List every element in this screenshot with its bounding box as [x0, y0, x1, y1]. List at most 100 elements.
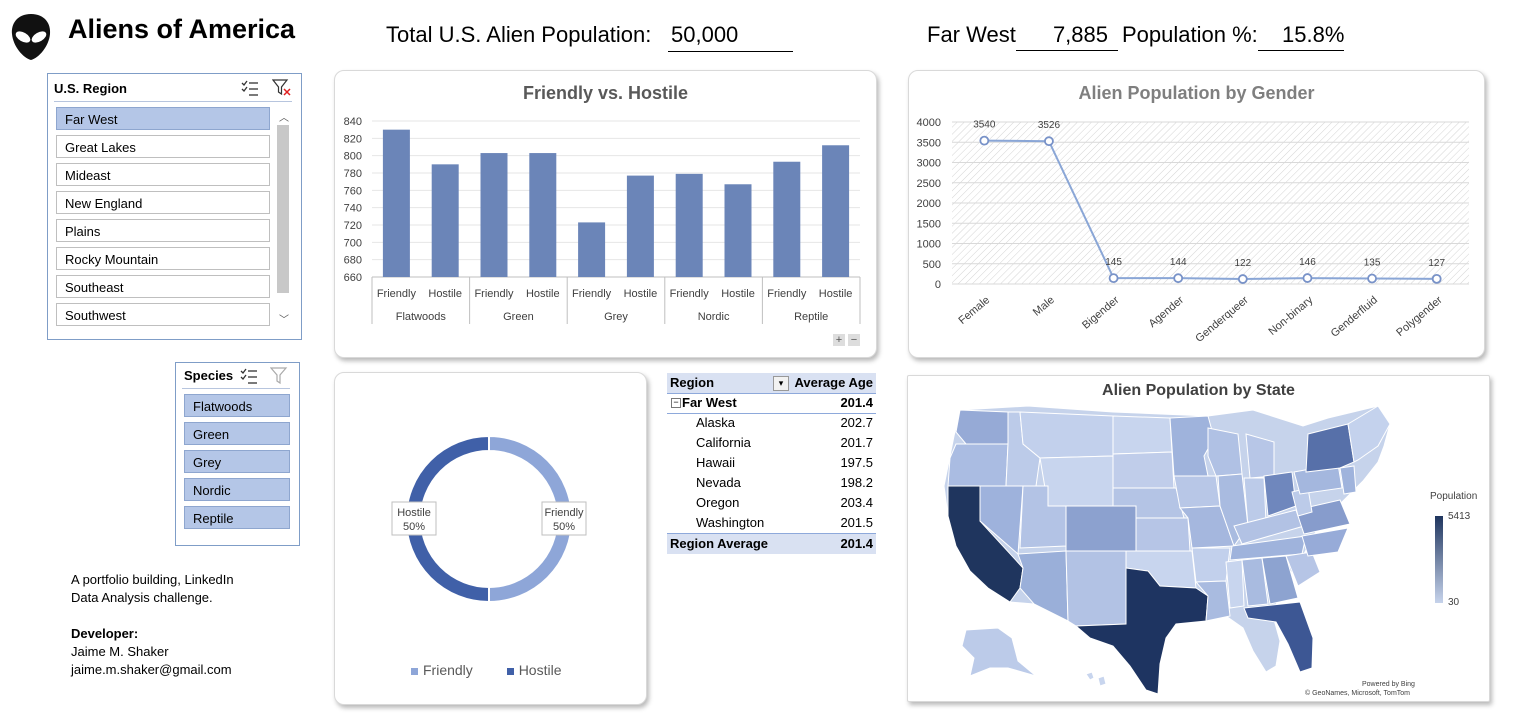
gender-chart: 0 500 1000 1500 2000 2500 3000 3500 4000 3540 Fema…: [917, 117, 1469, 345]
collapse-button[interactable]: −: [848, 334, 860, 346]
state-mississippi: [1225, 559, 1245, 609]
page-title: Aliens of America: [68, 14, 296, 44]
gender-panel[interactable]: Alien Population by Gender 0 500 1000 1500 2…: [908, 70, 1485, 358]
state-name: Alaska: [696, 415, 736, 430]
data-label-name: Hostile: [397, 507, 431, 519]
y-tick-label: 500: [923, 259, 941, 271]
data-point-genderfluid: [1367, 273, 1377, 284]
bar-grey-friendly: [578, 222, 606, 277]
data-label-name: Friendly: [544, 507, 584, 519]
friendly-hostile-title: Friendly vs. Hostile: [522, 83, 689, 103]
state-average-age: 203.4: [840, 495, 873, 510]
state-oregon: [947, 443, 1009, 487]
state-map-panel[interactable]: Alien Population by State: [907, 375, 1490, 702]
legend-hostile-swatch: [506, 667, 514, 675]
data-label: 3526: [1038, 120, 1061, 131]
y-tick-label: 800: [344, 151, 362, 163]
expand-button[interactable]: +: [833, 334, 845, 346]
bar-nordic-hostile: [724, 184, 752, 277]
state-arkansas: [1191, 547, 1231, 583]
table-row[interactable]: Hawaii 197.5: [667, 453, 876, 473]
x-group-label: Reptile: [794, 311, 828, 323]
data-label: 122: [1234, 258, 1251, 269]
clear-filter-icon[interactable]: [271, 79, 292, 97]
table-row[interactable]: California 201.7: [667, 433, 876, 453]
x-category-label: Hostile: [721, 288, 755, 300]
total-population-label: Total U.S. Alien Population:: [386, 22, 652, 47]
data-point-polygender: [1431, 273, 1442, 284]
table-row[interactable]: Washington 201.5: [667, 513, 876, 533]
y-tick-label: 760: [344, 185, 362, 197]
gender-chart-title: Alien Population by Gender: [1078, 83, 1315, 103]
state-new-england: [1347, 405, 1391, 463]
x-category-label: Friendly: [377, 288, 417, 300]
table-row[interactable]: Oregon 203.4: [667, 493, 876, 513]
region-slicer-title: U.S. Region: [54, 81, 127, 96]
region-item-rocky-mountain[interactable]: Rocky Mountain: [56, 247, 270, 270]
data-label-box: [541, 501, 587, 536]
region-item-far-west[interactable]: Far West: [56, 107, 270, 130]
state-missouri: [1178, 505, 1235, 549]
species-item-reptile[interactable]: Reptile: [184, 506, 290, 529]
data-label-percent: 50%: [403, 521, 425, 533]
slicer-scrollbar[interactable]: ︿ ﹀: [276, 107, 290, 329]
population-pct-value: 15.8%: [1258, 22, 1344, 51]
friendly-hostile-donut-panel[interactable]: Friendly 50% Hostile 50% Friendly Hostile: [334, 372, 647, 705]
region-item-great-lakes[interactable]: Great Lakes: [56, 135, 270, 158]
species-item-flatwoods[interactable]: Flatwoods: [184, 394, 290, 417]
table-row[interactable]: Alaska 202.7: [667, 413, 876, 433]
developer-name: Jaime M. Shaker: [71, 644, 169, 659]
region-item-southwest[interactable]: Southwest: [56, 303, 270, 326]
map-legend-max: 5413: [1448, 511, 1471, 522]
species-item-green[interactable]: Green: [184, 422, 290, 445]
table-header: Region ▾ Average Age: [667, 373, 876, 394]
multi-select-icon[interactable]: [240, 367, 258, 385]
scroll-down-icon[interactable]: ﹀: [279, 315, 289, 326]
donut-data-label-hostile: Hostile 50%: [391, 501, 437, 536]
bar-reptile-friendly: [773, 161, 801, 277]
developer-email[interactable]: jaime.m.shaker@gmail.com: [71, 662, 232, 677]
state-south-carolina: [1285, 551, 1321, 587]
state-name: Nevada: [696, 475, 741, 490]
table-row[interactable]: Nevada 198.2: [667, 473, 876, 493]
state-louisiana: [1194, 580, 1231, 622]
y-tick-label: 680: [344, 255, 362, 267]
x-category-label: Hostile: [526, 288, 560, 300]
state-average-age: 198.2: [840, 475, 873, 490]
data-point-male: [1044, 136, 1054, 147]
group-label: Far West: [682, 395, 737, 410]
species-item-grey[interactable]: Grey: [184, 450, 290, 473]
map-attribution-bing: Powered by Bing: [1362, 681, 1415, 688]
friendly-hostile-donut: Friendly 50% Hostile 50%: [391, 434, 587, 604]
total-row: Region Average 201.4: [667, 533, 876, 554]
group-row[interactable]: − Far West 201.4: [667, 393, 876, 414]
filter-dropdown-icon[interactable]: ▾: [773, 376, 789, 391]
map-legend-title: Population: [1430, 491, 1478, 502]
y-tick-label: 3000: [917, 158, 941, 170]
data-point-female: [979, 135, 990, 146]
species-item-nordic[interactable]: Nordic: [184, 478, 290, 501]
data-label: 3540: [973, 120, 996, 131]
region-item-plains[interactable]: Plains: [56, 219, 270, 242]
region-item-new-england[interactable]: New England: [56, 191, 270, 214]
x-category-label: Friendly: [767, 288, 807, 300]
data-point-agender: [1173, 273, 1184, 284]
multi-select-icon[interactable]: [241, 79, 259, 97]
state-north-carolina: [1301, 527, 1349, 557]
x-tick-label: Agender: [1147, 294, 1187, 330]
clear-filter-icon[interactable]: [269, 367, 288, 385]
scroll-thumb[interactable]: [277, 125, 289, 293]
x-category-label: Hostile: [819, 288, 853, 300]
scroll-up-icon[interactable]: ︿: [279, 113, 289, 124]
bar-flatwoods-hostile: [431, 164, 459, 277]
region-item-mideast[interactable]: Mideast: [56, 163, 270, 186]
bar-grey-hostile: [626, 175, 654, 277]
friendly-hostile-panel[interactable]: Friendly vs. Hostile 660 680 700 720 740 760 7…: [334, 70, 877, 358]
state-new-jersey: [1339, 465, 1357, 495]
state-south-dakota: [1112, 451, 1175, 489]
collapse-group-icon[interactable]: −: [671, 398, 681, 408]
y-tick-label: 840: [344, 116, 362, 128]
y-tick-label: 1500: [917, 218, 941, 230]
region-item-southeast[interactable]: Southeast: [56, 275, 270, 298]
us-state-map: [943, 405, 1391, 695]
